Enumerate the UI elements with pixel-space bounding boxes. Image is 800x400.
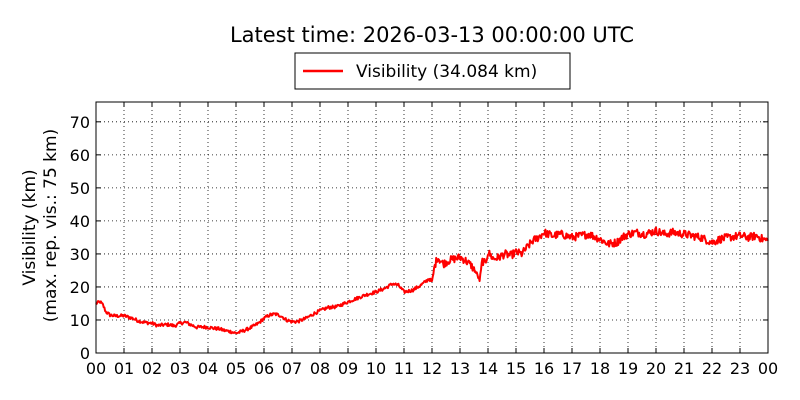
x-tick-label: 20 — [646, 359, 666, 378]
ticks: 00 01 02 03 04 05 06 07 08 09 10 11 12 13 14 15 16 17 18 19… — [70, 102, 778, 378]
y-tick-label: 30 — [70, 245, 90, 264]
x-tick-label: 06 — [254, 359, 274, 378]
x-tick-label: 07 — [282, 359, 302, 378]
chart-title: Latest time: 2026-03-13 00:00:00 UTC — [230, 23, 634, 47]
x-tick-label: 00 — [86, 359, 106, 378]
x-tick-label: 00 — [758, 359, 778, 378]
y-tick-label: 0 — [80, 344, 90, 363]
x-tick-label: 11 — [394, 359, 414, 378]
x-tick-label: 22 — [702, 359, 722, 378]
x-tick-label: 15 — [506, 359, 526, 378]
y-tick-label: 70 — [70, 113, 90, 132]
series-layer — [95, 226, 769, 335]
x-tick-label: 10 — [366, 359, 386, 378]
grid — [96, 102, 768, 353]
x-tick-label: 19 — [618, 359, 638, 378]
x-tick-label: 16 — [534, 359, 554, 378]
x-tick-label: 03 — [170, 359, 190, 378]
y-tick-label: 50 — [70, 179, 90, 198]
y-tick-label: 40 — [70, 212, 90, 231]
x-tick-label: 08 — [310, 359, 330, 378]
y-axis-label: Visibility (km) — [20, 169, 40, 285]
x-tick-label: 17 — [562, 359, 582, 378]
series-line-visibility — [95, 226, 769, 335]
legend-label-visibility: Visibility (34.084 km) — [356, 62, 537, 82]
y-tick-label: 20 — [70, 278, 90, 297]
x-tick-label: 14 — [478, 359, 498, 378]
x-tick-label: 23 — [730, 359, 750, 378]
x-tick-label: 21 — [674, 359, 694, 378]
legend: Visibility (34.084 km) — [294, 52, 571, 90]
y-axis-label-secondary: (max. rep. vis.: 75 km) — [41, 129, 61, 322]
x-tick-label: 09 — [338, 359, 358, 378]
x-tick-label: 18 — [590, 359, 610, 378]
y-tick-label: 10 — [70, 311, 90, 330]
x-tick-label: 04 — [198, 359, 218, 378]
x-tick-label: 02 — [142, 359, 162, 378]
x-tick-label: 13 — [450, 359, 470, 378]
plot-frame — [95, 101, 769, 354]
x-tick-label: 12 — [422, 359, 442, 378]
x-tick-label: 05 — [226, 359, 246, 378]
y-tick-label: 60 — [70, 146, 90, 165]
x-tick-label: 01 — [114, 359, 134, 378]
